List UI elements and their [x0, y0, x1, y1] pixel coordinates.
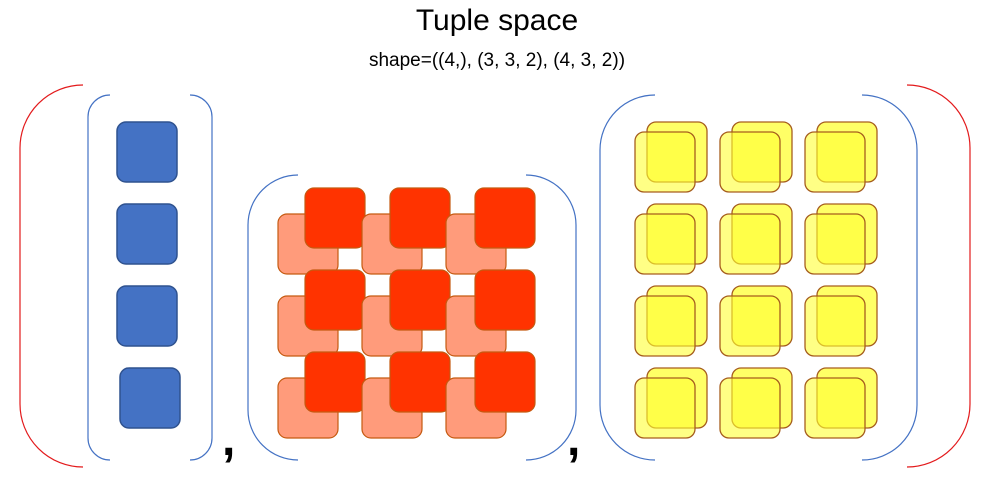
block-left-paren [599, 94, 656, 461]
component-grid [277, 187, 536, 439]
block-cell-front [804, 213, 866, 275]
block-cell-front [634, 295, 696, 357]
block-cell-front [719, 131, 781, 193]
outer-left-paren [19, 84, 84, 468]
separator-comma-1: , [222, 413, 236, 466]
brackets [19, 84, 971, 468]
shape-subtitle: shape=((4,), (3, 3, 2), (4, 3, 2)) [368, 50, 626, 71]
grid-cell-front [474, 187, 536, 249]
grid-cell-front [474, 269, 536, 331]
vector-left-paren [87, 94, 111, 461]
grid-cell-front [304, 351, 366, 413]
outer-right-paren [906, 84, 971, 468]
component-block [634, 121, 878, 439]
block-cell-front [634, 213, 696, 275]
grid-right-paren [525, 174, 577, 461]
block-cell-front [719, 213, 781, 275]
grid-cell-front [474, 351, 536, 413]
separator-comma-2: , [567, 413, 581, 466]
block-cell-front [634, 131, 696, 193]
vector-cell [116, 121, 178, 183]
block-cell-front [719, 295, 781, 357]
vector-cell [119, 367, 181, 429]
block-cell-front [634, 377, 696, 439]
grid-cell-front [389, 351, 451, 413]
diagram-title: Tuple space [415, 4, 579, 37]
vector-right-paren [189, 94, 213, 461]
vector-cell [116, 203, 178, 265]
block-cell-front [804, 295, 866, 357]
grid-cell-front [389, 269, 451, 331]
block-right-paren [861, 94, 918, 461]
grid-cell-front [389, 187, 451, 249]
block-cell-front [719, 377, 781, 439]
component-vector [116, 121, 181, 429]
grid-left-paren [247, 174, 299, 461]
block-cell-front [804, 377, 866, 439]
grid-cell-front [304, 269, 366, 331]
grid-cell-front [304, 187, 366, 249]
vector-cell [116, 285, 178, 347]
block-cell-front [804, 131, 866, 193]
